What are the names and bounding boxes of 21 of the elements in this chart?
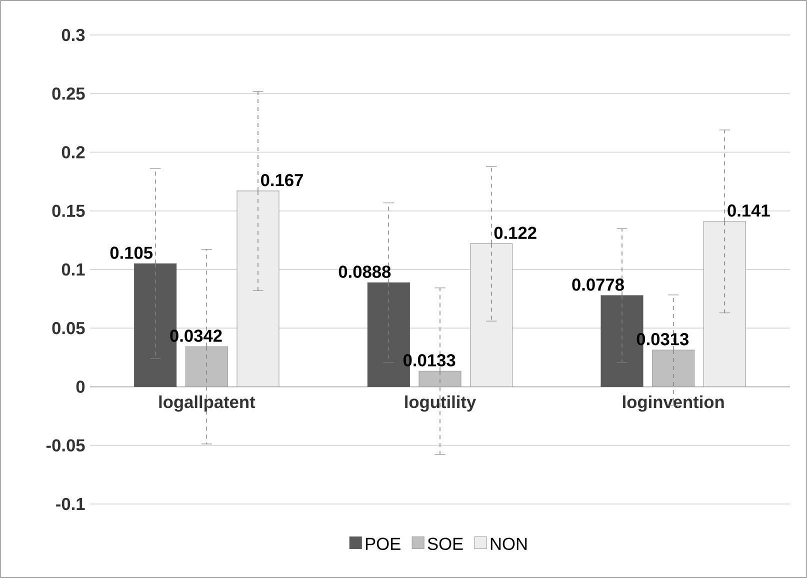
data-label: 0.0888 xyxy=(338,266,391,278)
x-tick-label: logutility xyxy=(405,395,476,412)
y-tick-label: -0.05 xyxy=(46,439,85,452)
x-tick-label: loginvention xyxy=(623,395,724,412)
data-label: 0.105 xyxy=(110,246,153,259)
data-label: 0.0778 xyxy=(572,278,624,291)
legend-label: NON xyxy=(490,538,527,550)
x-tick-label: logallpatent xyxy=(159,395,256,412)
data-label: 0.141 xyxy=(728,204,770,217)
legend-label: SOE xyxy=(428,538,463,550)
y-tick-label: 0.15 xyxy=(52,204,85,217)
y-tick-label: 0.3 xyxy=(62,28,85,42)
y-tick-label: 0.2 xyxy=(62,146,85,158)
y-tick-label: -0.1 xyxy=(56,498,85,510)
data-label: 0.122 xyxy=(494,226,536,239)
y-tick-label: 0.25 xyxy=(52,87,85,100)
data-label: 0.167 xyxy=(261,174,303,186)
legend-label: POE xyxy=(366,538,400,550)
y-tick-label: 0 xyxy=(76,380,85,393)
y-tick-label: 0.1 xyxy=(62,263,85,276)
y-tick-label: 0.05 xyxy=(52,322,85,334)
